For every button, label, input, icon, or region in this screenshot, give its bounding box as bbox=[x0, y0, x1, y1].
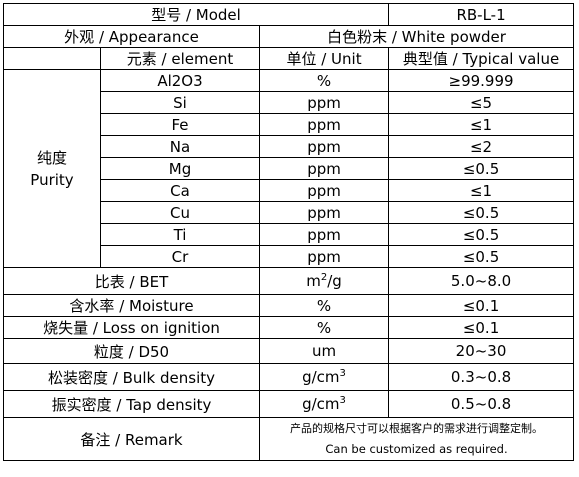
tap-density-row: 振实密度 / Tap density g/cm3 0.5~0.8 bbox=[3, 390, 575, 418]
purity-row: Mg ppm ≤0.5 bbox=[4, 157, 575, 180]
tap-unit-sup: 3 bbox=[339, 395, 346, 406]
remark-text: 产品的规格尺寸可以根据客户的需求进行调整定制。 Can be customize… bbox=[258, 417, 575, 461]
unit-cell: ppm bbox=[258, 135, 390, 158]
purity-row: Cu ppm ≤0.5 bbox=[4, 201, 575, 224]
unit-cell: ppm bbox=[258, 113, 390, 136]
bulk-unit-base: g/cm bbox=[302, 368, 340, 386]
element-column-header: 元素 / element bbox=[100, 47, 260, 70]
d50-row: 粒度 / D50 um 20~30 bbox=[3, 338, 575, 364]
element-cell: Ca bbox=[100, 179, 260, 202]
unit-cell: ppm bbox=[258, 223, 390, 246]
bulk-density-row: 松装密度 / Bulk density g/cm3 0.3~0.8 bbox=[3, 363, 575, 391]
value-cell: ≤5 bbox=[388, 91, 575, 114]
d50-unit: um bbox=[258, 338, 390, 364]
bet-value: 5.0~8.0 bbox=[388, 267, 575, 295]
moisture-row: 含水率 / Moisture % ≤0.1 bbox=[3, 294, 575, 317]
loi-label: 烧失量 / Loss on ignition bbox=[3, 316, 260, 339]
value-column-header: 典型值 / Typical value bbox=[388, 47, 575, 70]
unit-cell: ppm bbox=[258, 179, 390, 202]
bulk-density-value: 0.3~0.8 bbox=[388, 363, 575, 391]
bet-row: 比表 / BET m2/g 5.0~8.0 bbox=[3, 267, 575, 295]
bet-unit: m2/g bbox=[258, 267, 390, 295]
model-row: 型号 / Model RB-L-1 bbox=[2, 3, 575, 26]
appearance-value: 白色粉末 / White powder bbox=[258, 25, 575, 48]
unit-cell: % bbox=[258, 69, 390, 92]
moisture-unit: % bbox=[258, 294, 390, 317]
unit-cell: ppm bbox=[258, 245, 390, 268]
tap-density-value: 0.5~0.8 bbox=[388, 390, 575, 418]
element-cell: Na bbox=[100, 135, 260, 158]
purity-label-en: Purity bbox=[30, 170, 74, 189]
appearance-row: 外观 / Appearance 白色粉末 / White powder bbox=[3, 25, 575, 48]
d50-label: 粒度 / D50 bbox=[3, 338, 260, 364]
purity-label-cn: 纯度 bbox=[36, 148, 67, 167]
loi-value: ≤0.1 bbox=[388, 316, 575, 339]
column-header-row: 元素 / element 单位 / Unit 典型值 / Typical val… bbox=[3, 47, 575, 70]
value-cell: ≤0.5 bbox=[388, 201, 575, 224]
element-cell: Si bbox=[100, 91, 260, 114]
element-cell: Cu bbox=[100, 201, 260, 224]
value-cell: ≤1 bbox=[388, 179, 575, 202]
bet-unit-base: m bbox=[306, 272, 321, 290]
purity-row: Ti ppm ≤0.5 bbox=[4, 223, 575, 246]
loi-row: 烧失量 / Loss on ignition % ≤0.1 bbox=[3, 316, 575, 339]
purity-row: Ca ppm ≤1 bbox=[4, 179, 575, 202]
purity-row: Fe ppm ≤1 bbox=[4, 113, 575, 136]
remark-text-en: Can be customized as required. bbox=[325, 442, 508, 456]
model-label: 型号 / Model bbox=[2, 3, 390, 26]
tap-density-unit: g/cm3 bbox=[258, 390, 390, 418]
bulk-unit-sup: 3 bbox=[339, 368, 346, 379]
blank-header-cell bbox=[3, 47, 101, 70]
element-cell: Cr bbox=[100, 245, 260, 268]
value-cell: ≤0.5 bbox=[388, 157, 575, 180]
element-cell: Fe bbox=[100, 113, 260, 136]
purity-row: Cr ppm ≤0.5 bbox=[4, 245, 575, 268]
tap-unit-base: g/cm bbox=[302, 395, 340, 413]
remark-label: 备注 / Remark bbox=[3, 417, 260, 461]
remark-text-cn: 产品的规格尺寸可以根据客户的需求进行调整定制。 bbox=[290, 422, 544, 435]
loi-unit: % bbox=[258, 316, 390, 339]
remark-row: 备注 / Remark 产品的规格尺寸可以根据客户的需求进行调整定制。 Can … bbox=[3, 417, 575, 461]
unit-cell: ppm bbox=[258, 201, 390, 224]
appearance-label: 外观 / Appearance bbox=[3, 25, 260, 48]
model-value: RB-L-1 bbox=[388, 3, 575, 26]
bet-label: 比表 / BET bbox=[3, 267, 260, 295]
value-cell: ≤1 bbox=[388, 113, 575, 136]
tap-density-label: 振实密度 / Tap density bbox=[3, 390, 260, 418]
element-cell: Ti bbox=[100, 223, 260, 246]
bet-unit-tail: /g bbox=[327, 272, 342, 290]
unit-column-header: 单位 / Unit bbox=[258, 47, 390, 70]
purity-label: 纯度 Purity bbox=[3, 69, 101, 268]
bulk-density-unit: g/cm3 bbox=[258, 363, 390, 391]
unit-cell: ppm bbox=[258, 91, 390, 114]
moisture-label: 含水率 / Moisture bbox=[3, 294, 260, 317]
bet-unit-sup: 2 bbox=[320, 272, 328, 283]
value-cell: ≤0.5 bbox=[388, 245, 575, 268]
value-cell: ≤2 bbox=[388, 135, 575, 158]
value-cell: ≤0.5 bbox=[388, 223, 575, 246]
d50-value: 20~30 bbox=[388, 338, 575, 364]
element-cell: Al2O3 bbox=[100, 69, 260, 92]
purity-row: 纯度 Purity Al2O3 % ≥99.999 bbox=[3, 69, 575, 268]
element-cell: Mg bbox=[100, 157, 260, 180]
unit-cell: ppm bbox=[258, 157, 390, 180]
moisture-value: ≤0.1 bbox=[388, 294, 575, 317]
spec-table: 型号 / Model RB-L-1 外观 / Appearance 白色粉末 /… bbox=[2, 3, 575, 461]
value-cell: ≥99.999 bbox=[388, 69, 575, 92]
bulk-density-label: 松装密度 / Bulk density bbox=[3, 363, 260, 391]
